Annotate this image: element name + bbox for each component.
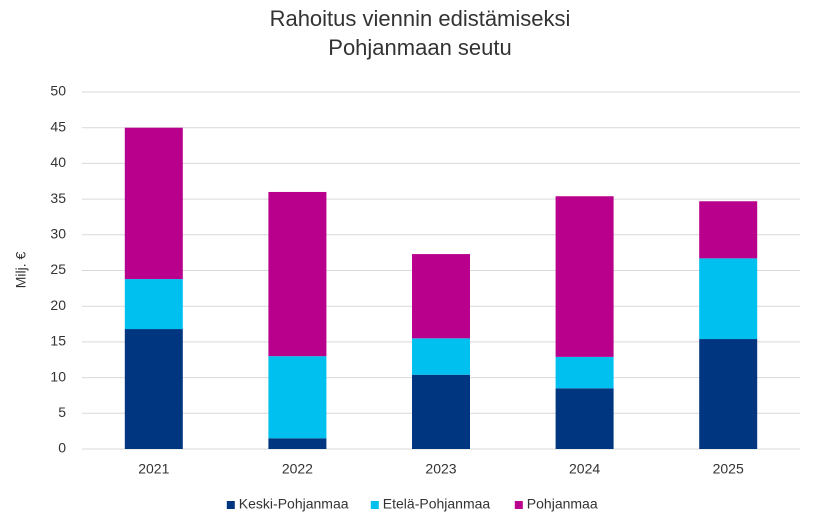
bar-segment [124,279,183,330]
y-tick-label: 25 [50,261,66,277]
y-tick-label: 50 [50,83,66,99]
bar-segment [412,374,470,449]
bar-segment [268,438,327,449]
bar-segment [268,191,327,357]
legend-swatch [514,501,523,509]
y-tick-label: 30 [50,226,66,242]
bar-segment [699,201,758,259]
y-axis-label: Milj. € [13,252,29,289]
y-tick-label: 15 [50,333,66,349]
bar-segment [412,254,470,339]
bar-segment [268,356,327,439]
legend-swatch [226,501,235,509]
chart-subtitle: Pohjanmaan seutu [328,35,511,60]
x-tick-label: 2025 [713,461,744,477]
y-tick-label: 35 [50,190,66,206]
x-tick-label: 2021 [138,461,169,477]
y-tick-label: 20 [50,297,66,313]
y-tick-label: 0 [58,440,66,456]
legend-label: Keski-Pohjanmaa [239,496,349,512]
legend-label: Etelä-Pohjanmaa [383,496,491,512]
legend-swatch [370,501,379,509]
bar-segment [699,339,758,449]
bar-segment [124,329,183,449]
legend-label: Pohjanmaa [527,496,598,512]
chart-title: Rahoitus viennin edistämiseksi [270,6,571,31]
y-tick-label: 40 [50,154,66,170]
bar-segment [555,196,614,357]
y-tick-label: 5 [58,404,66,420]
bar-segment [555,356,614,389]
x-tick-label: 2023 [425,461,456,477]
bar-segment [124,127,183,280]
bar-segment [555,388,614,449]
x-tick-label: 2022 [282,461,313,477]
y-tick-label: 45 [50,118,66,134]
bar-segment [412,338,470,375]
bar-segment [699,258,758,340]
x-tick-label: 2024 [569,461,600,477]
y-tick-label: 10 [50,368,66,384]
